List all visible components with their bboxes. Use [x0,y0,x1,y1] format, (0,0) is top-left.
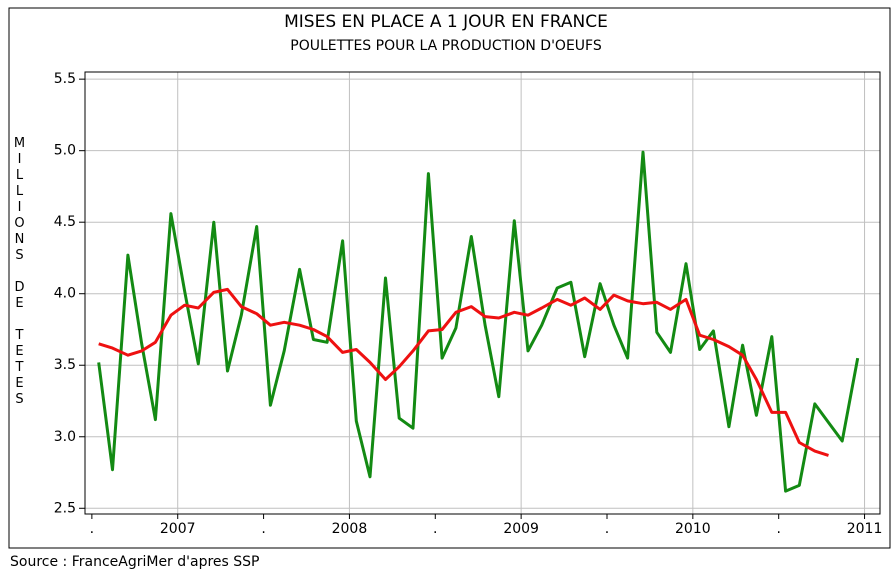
frame [8,7,891,549]
x-tick-label: 2008 [332,521,368,537]
chart-subtitle: POULETTES POUR LA PRODUCTION D'OEUFS [290,38,602,54]
source: Source : FranceAgriMer d'apres SSP [10,554,259,570]
chart-title: MISES EN PLACE A 1 JOUR EN FRANCE [284,12,608,32]
x-tick-label: . [433,521,437,537]
x-tick-label: . [90,521,94,537]
series-line [97,150,860,493]
y-tick-label: 3.0 [54,429,76,445]
y-tick-label: 4.0 [54,286,76,302]
y-tick-label: 2.5 [54,500,76,516]
x-tick-label: 2010 [675,521,711,537]
y-tick-label: 3.5 [54,357,76,373]
x-tick-label: 2009 [503,521,539,537]
x-tick-label: . [261,521,265,537]
series-line [98,287,829,457]
x-tick-label: 2007 [160,521,196,537]
y-tick-label: 4.5 [54,214,76,230]
x-tick-label: . [776,521,780,537]
plot-frame [84,71,881,515]
x-tick-label: . [605,521,609,537]
y-tick-label: 5.0 [54,143,76,159]
y-axis-label: MILLIONS DE TETES [12,136,27,408]
x-tick-label: 2011 [847,521,883,537]
y-tick-label: 5.5 [54,71,76,87]
